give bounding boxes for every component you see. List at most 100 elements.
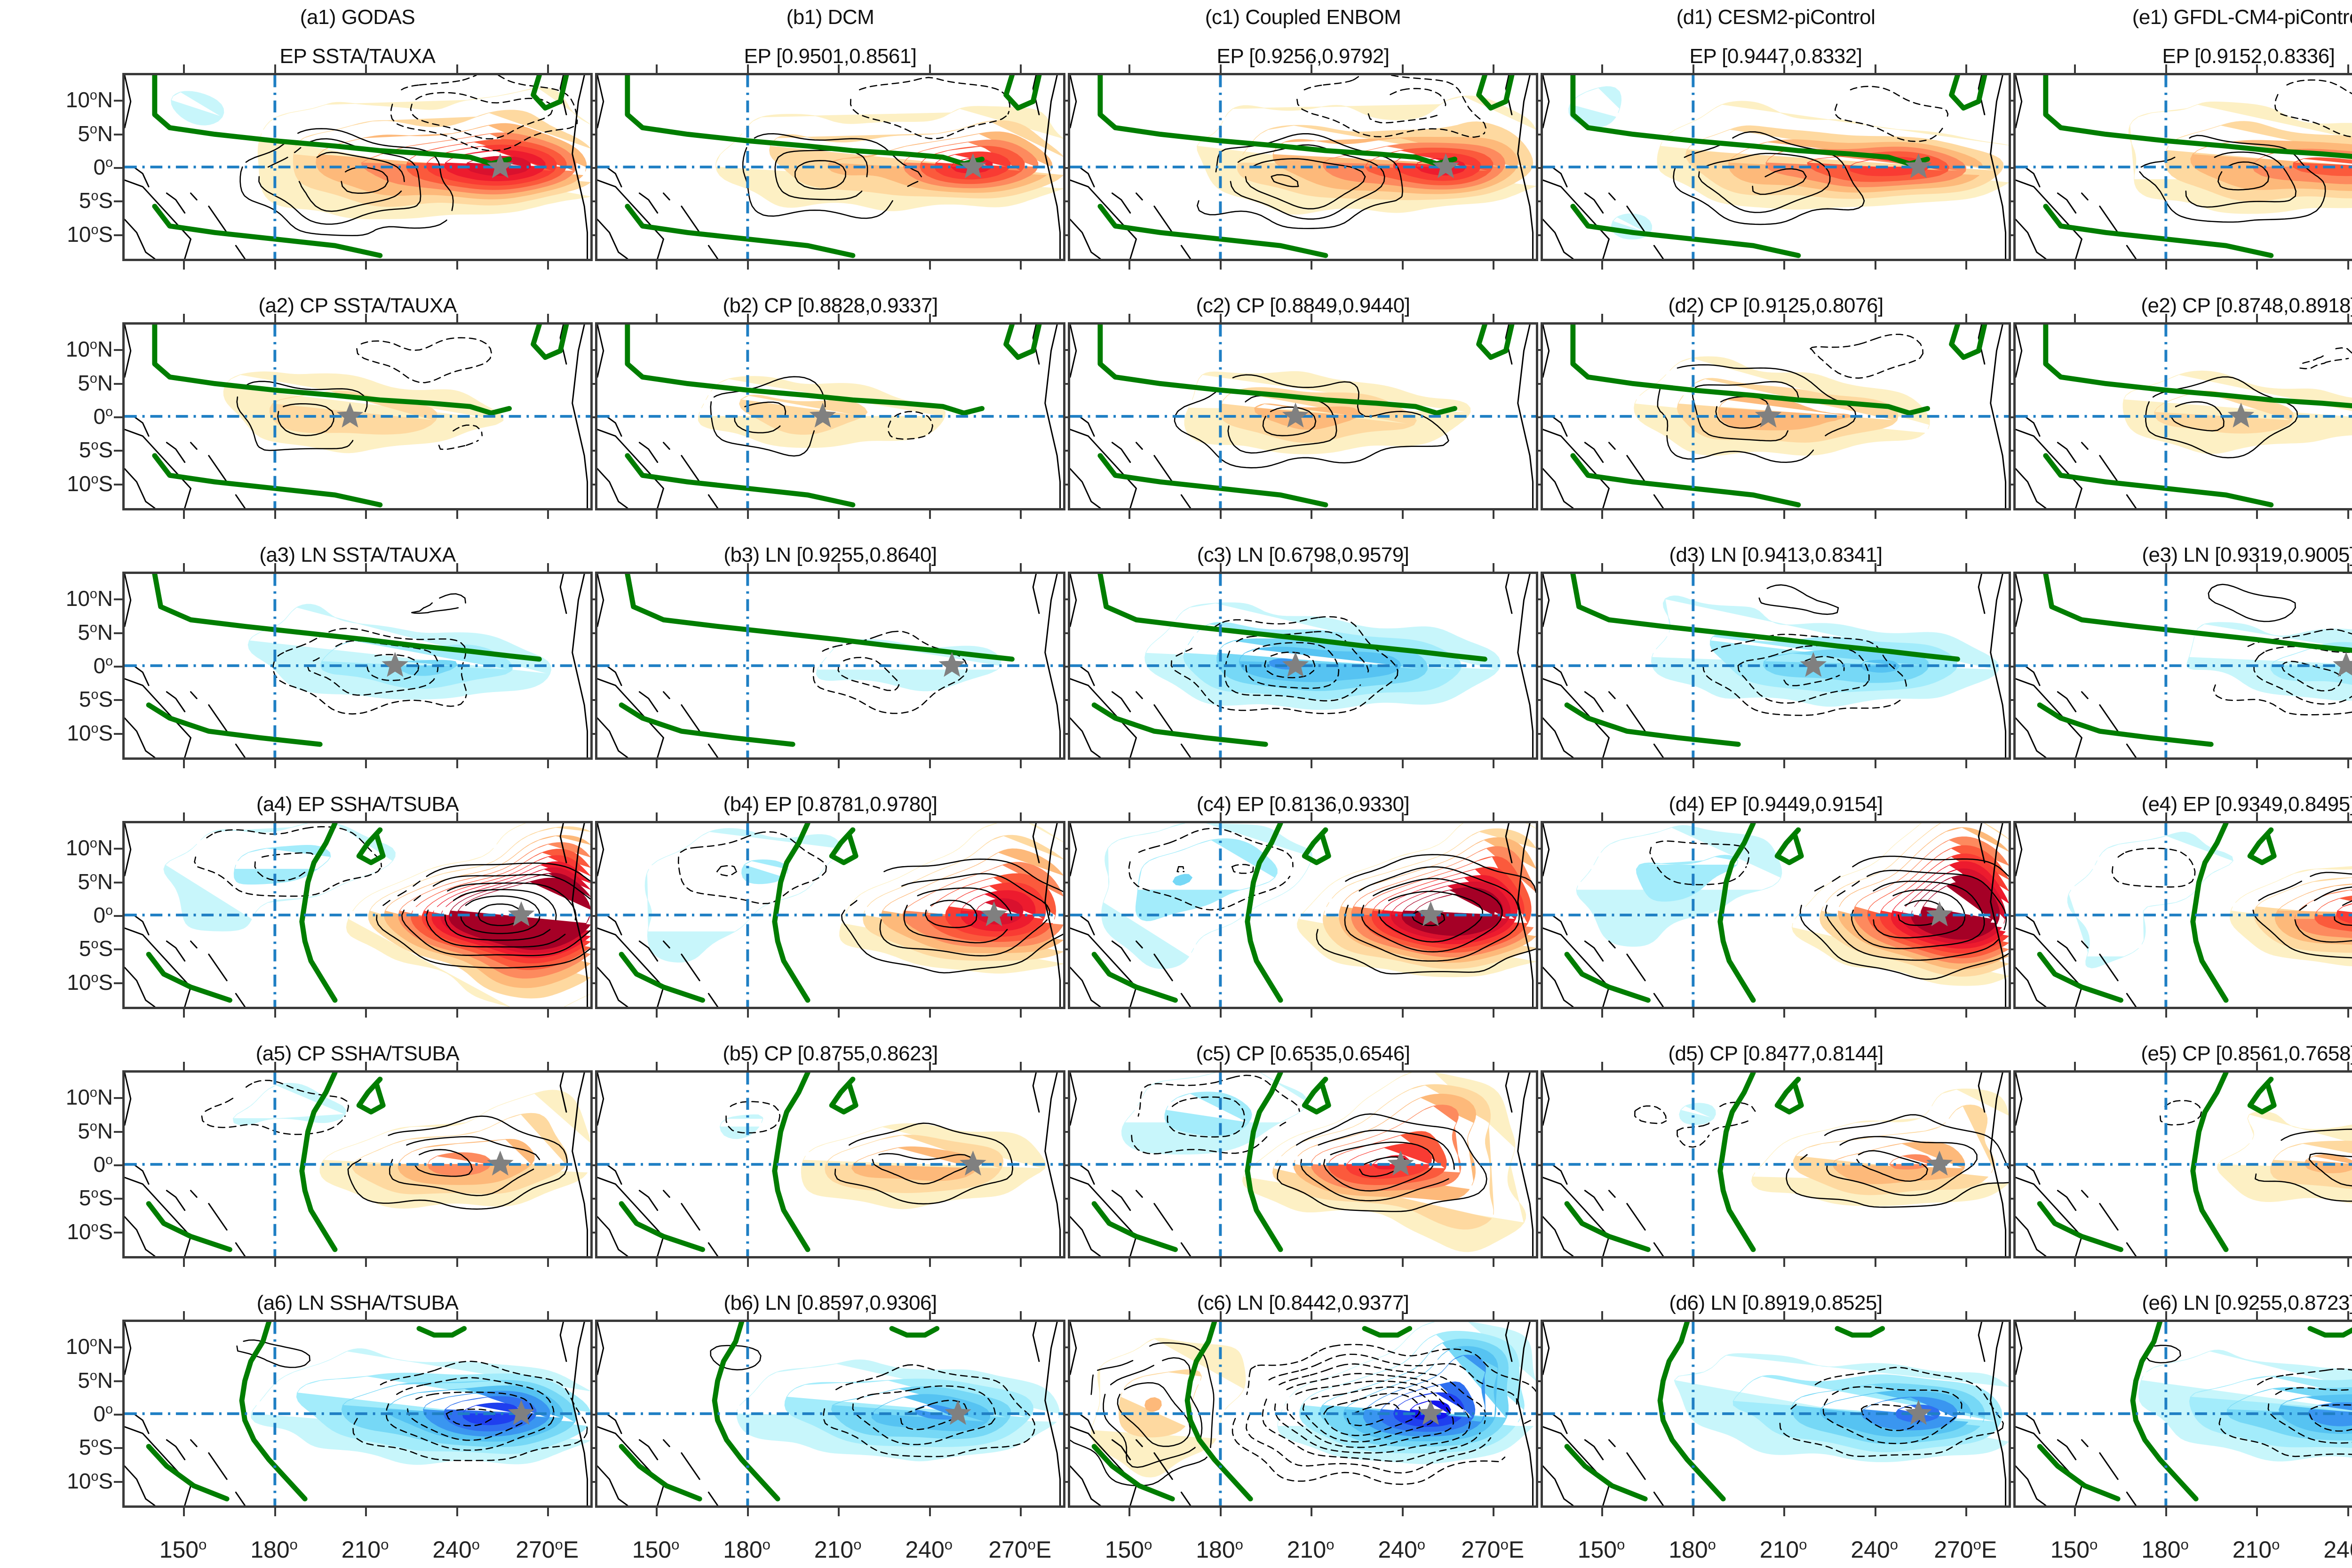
ytick-mark [114, 100, 122, 102]
panel-e2 [2013, 322, 2352, 510]
coastline-e2 [2016, 325, 2137, 508]
star-marker [1926, 1150, 1953, 1176]
star-marker [487, 153, 514, 178]
xtick-mark [1020, 1009, 1022, 1018]
xtick-label-c4-2: 210o [2232, 1536, 2280, 1563]
xtick-mark [1874, 510, 1876, 519]
panel-title-0-3: EP [0.9447,0.8332] [1689, 45, 1862, 68]
xtick-mark [1219, 1258, 1222, 1267]
xtick-mark [1401, 1258, 1404, 1267]
xtick-mark [1020, 1508, 1022, 1516]
xtick-mark [1401, 760, 1404, 768]
panel-title-1-2: (c2) CP [0.8849,0.9440] [1196, 294, 1410, 317]
xtick-label-c4-1: 180o [2141, 1536, 2189, 1563]
ytick-mark [114, 483, 122, 486]
ytick-label-r3-4: 10oS [67, 970, 113, 995]
xtick-label-c2-4: 270oE [1461, 1536, 1525, 1563]
xtick-mark [1692, 1311, 1694, 1320]
panel-e4 [2013, 821, 2352, 1009]
xtick-mark [2074, 510, 2076, 519]
panel-title-1-4: (e2) CP [0.8748,0.8918] [2141, 294, 2352, 317]
xtick-mark [929, 1508, 931, 1516]
xtick-mark [456, 64, 458, 73]
xtick-mark [1311, 510, 1313, 519]
reference-lines-e5 [2016, 1073, 2352, 1256]
xtick-mark [656, 812, 658, 821]
panel-d4 [1541, 821, 2011, 1009]
reference-lines-e6 [2016, 1322, 2352, 1505]
panel-c3 [1068, 572, 1538, 760]
xtick-mark [1783, 1062, 1786, 1070]
coastline-b1 [597, 75, 1061, 259]
xtick-mark [456, 563, 458, 572]
xtick-mark [1692, 1009, 1694, 1018]
ytick-mark [114, 1380, 122, 1382]
xtick-mark [1401, 1508, 1404, 1516]
xtick-mark [1128, 812, 1131, 821]
xtick-label-c1-2: 210o [814, 1536, 862, 1563]
coastline-c6 [1070, 1322, 1534, 1505]
xtick-mark [183, 812, 185, 821]
xtick-mark [656, 563, 658, 572]
xtick-label-c0-1: 180o [250, 1536, 298, 1563]
xtick-mark [838, 1311, 840, 1320]
ytick-label-r2-1: 5oN [78, 620, 113, 645]
xtick-label-c3-4: 270oE [1934, 1536, 1997, 1563]
panel-c4 [1068, 821, 1538, 1009]
xtick-label-c4-3: 240o [2323, 1536, 2352, 1563]
panel-title-5-0: (a6) LN SSHA/TSUBA [256, 1291, 459, 1314]
panel-canvas-b3 [597, 574, 1063, 757]
xtick-mark [1311, 64, 1313, 73]
xtick-label-c3-0: 150o [1577, 1536, 1625, 1563]
xtick-label-c2-0: 150o [1104, 1536, 1152, 1563]
panel-e5 [2013, 1070, 2352, 1258]
panel-e6 [2013, 1320, 2352, 1508]
xtick-label-c0-4: 270oE [516, 1536, 579, 1563]
xtick-mark [1401, 261, 1404, 270]
reference-lines-a4 [125, 823, 590, 1007]
panel-title-0-4: EP [0.9152,0.8336] [2162, 45, 2335, 68]
xtick-mark [2256, 760, 2258, 768]
panel-canvas-a2 [125, 325, 590, 508]
xtick-mark [456, 1062, 458, 1070]
star-marker [938, 652, 965, 677]
xtick-mark [1311, 261, 1313, 270]
contours-a1 [239, 75, 578, 237]
contours-e1 [2139, 79, 2352, 223]
coastline-a5 [125, 1073, 588, 1256]
contours-d1 [1673, 86, 1949, 225]
xtick-mark [1783, 510, 1786, 519]
xtick-mark [1020, 1258, 1022, 1267]
xtick-mark [2347, 64, 2349, 73]
panel-c6 [1068, 1320, 1538, 1508]
xtick-mark [2347, 1508, 2349, 1516]
ytick-mark [114, 167, 122, 169]
panel-canvas-e1 [2016, 75, 2352, 259]
panel-title-2-1: (b3) LN [0.9255,0.8640] [723, 543, 937, 566]
coastline-d6 [1543, 1322, 2007, 1505]
xtick-mark [1601, 510, 1604, 519]
xtick-mark [747, 812, 749, 821]
ytick-label-r4-3: 5oS [79, 1186, 113, 1210]
xtick-mark [838, 510, 840, 519]
xtick-mark [656, 314, 658, 322]
green-isoline-b6 [619, 1322, 940, 1502]
panel-title-2-2: (c3) LN [0.6798,0.9579] [1197, 543, 1409, 566]
panel-title-1-0: (a2) CP SSTA/TAUXA [258, 294, 457, 317]
xtick-label-c1-0: 150o [632, 1536, 680, 1563]
ytick-label-r2-0: 10oN [65, 586, 113, 611]
xtick-mark [2347, 1009, 2349, 1018]
xtick-mark [365, 1258, 367, 1267]
star-marker [960, 1150, 986, 1176]
xtick-mark [365, 261, 367, 270]
panel-canvas-a4 [125, 823, 590, 1007]
ytick-mark [114, 982, 122, 984]
xtick-mark [1874, 314, 1876, 322]
xtick-mark [1020, 64, 1022, 73]
coastline-c2 [1070, 325, 1534, 508]
xtick-mark [2256, 510, 2258, 519]
xtick-mark [2074, 1508, 2076, 1516]
panel-d6 [1541, 1320, 2011, 1508]
xtick-mark [1874, 1311, 1876, 1320]
xtick-mark [838, 314, 840, 322]
